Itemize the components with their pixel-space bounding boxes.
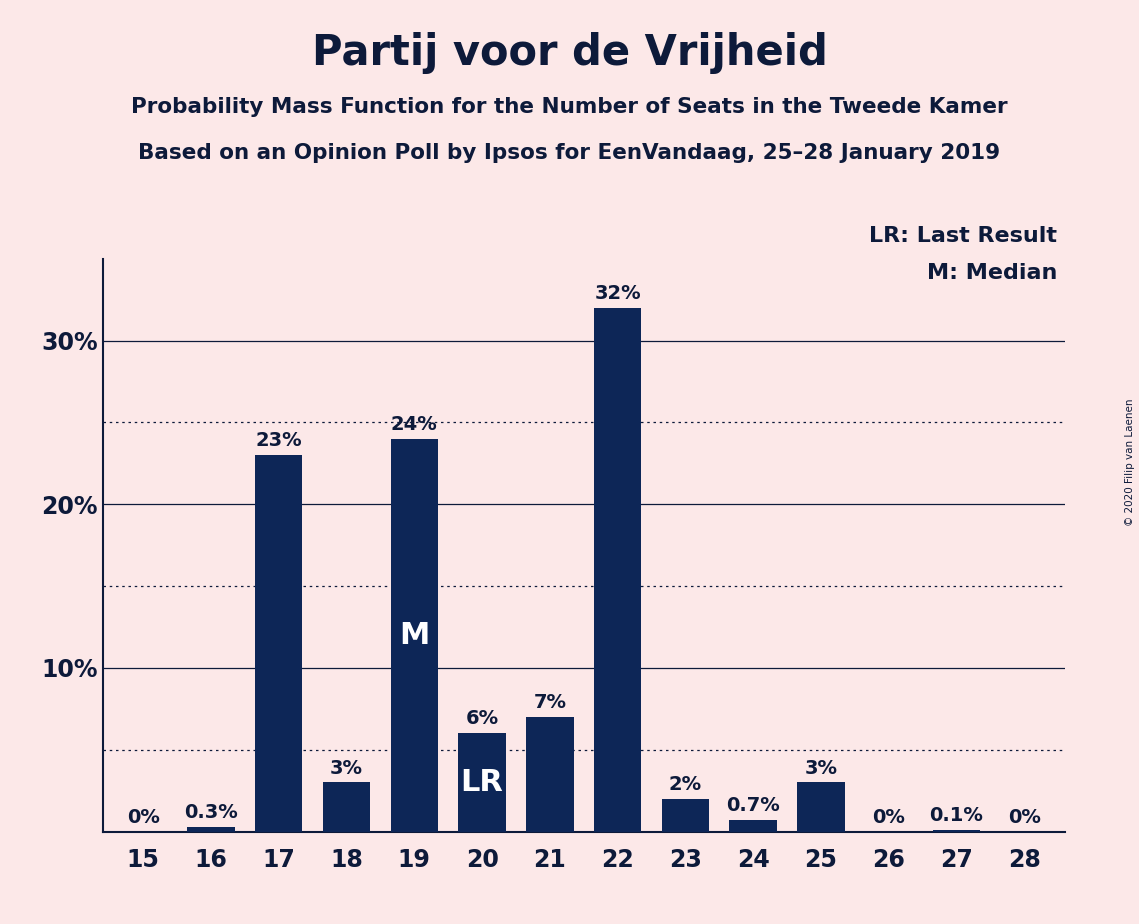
Text: LR: Last Result: LR: Last Result xyxy=(869,226,1057,247)
Text: LR: LR xyxy=(460,768,503,797)
Text: 32%: 32% xyxy=(595,284,641,303)
Bar xyxy=(933,830,981,832)
Text: Partij voor de Vrijheid: Partij voor de Vrijheid xyxy=(312,32,827,74)
Text: 0.3%: 0.3% xyxy=(185,803,238,821)
Text: 3%: 3% xyxy=(330,759,363,778)
Text: 0%: 0% xyxy=(1008,808,1041,827)
Bar xyxy=(729,821,777,832)
Text: Based on an Opinion Poll by Ipsos for EenVandaag, 25–28 January 2019: Based on an Opinion Poll by Ipsos for Ee… xyxy=(139,143,1000,164)
Text: Probability Mass Function for the Number of Seats in the Tweede Kamer: Probability Mass Function for the Number… xyxy=(131,97,1008,117)
Bar xyxy=(593,308,641,832)
Text: M: Median: M: Median xyxy=(927,263,1057,284)
Bar xyxy=(797,783,845,832)
Text: 0%: 0% xyxy=(126,808,159,827)
Text: 0.7%: 0.7% xyxy=(727,796,780,815)
Text: 6%: 6% xyxy=(466,710,499,728)
Text: 3%: 3% xyxy=(804,759,837,778)
Text: 7%: 7% xyxy=(533,693,566,712)
Text: © 2020 Filip van Laenen: © 2020 Filip van Laenen xyxy=(1125,398,1134,526)
Text: 0.1%: 0.1% xyxy=(929,806,983,825)
Bar xyxy=(255,456,303,832)
Bar xyxy=(662,799,710,832)
Text: M: M xyxy=(399,621,429,650)
Text: 0%: 0% xyxy=(872,808,906,827)
Bar xyxy=(322,783,370,832)
Text: 23%: 23% xyxy=(255,432,302,450)
Bar xyxy=(187,827,235,832)
Bar xyxy=(526,717,574,832)
Bar xyxy=(458,734,506,832)
Bar xyxy=(391,439,439,832)
Text: 2%: 2% xyxy=(669,775,702,794)
Text: 24%: 24% xyxy=(391,415,437,434)
